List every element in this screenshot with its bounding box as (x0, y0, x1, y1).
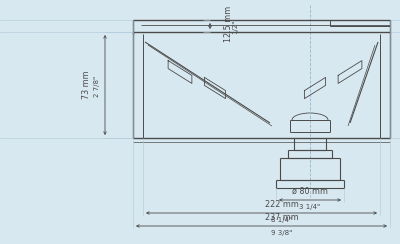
Text: 12.5 mm: 12.5 mm (224, 6, 233, 42)
Text: 1/2": 1/2" (232, 20, 238, 34)
Text: 8 1/4": 8 1/4" (271, 217, 292, 223)
Text: 3 1/4": 3 1/4" (300, 204, 320, 210)
Text: 73 mm: 73 mm (82, 71, 91, 99)
Text: 237 mm: 237 mm (265, 213, 298, 222)
Text: 222 mm: 222 mm (264, 200, 298, 209)
Text: 2 7/8": 2 7/8" (94, 75, 100, 97)
Text: ø 80 mm: ø 80 mm (292, 187, 328, 196)
Text: 9 3/8": 9 3/8" (271, 230, 292, 236)
